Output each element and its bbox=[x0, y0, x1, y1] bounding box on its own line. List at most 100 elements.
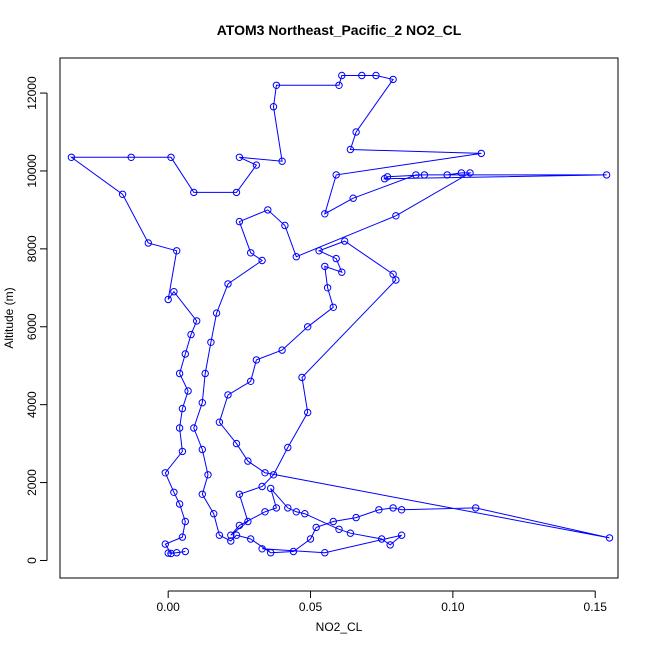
data-point bbox=[443, 171, 451, 179]
data-point bbox=[235, 521, 244, 530]
data-point bbox=[247, 249, 255, 257]
data-point bbox=[204, 471, 212, 479]
data-point bbox=[161, 469, 170, 477]
data-point bbox=[315, 247, 323, 255]
data-point bbox=[332, 254, 340, 263]
data-point bbox=[338, 268, 346, 276]
data-point bbox=[178, 404, 187, 413]
data-point bbox=[341, 237, 349, 245]
data-point bbox=[224, 391, 232, 399]
data-point bbox=[335, 525, 343, 533]
data-point bbox=[235, 490, 244, 498]
data-point bbox=[252, 356, 261, 364]
data-point bbox=[235, 153, 244, 162]
y-tick-label: 6000 bbox=[25, 313, 39, 340]
data-point bbox=[272, 81, 281, 90]
data-point bbox=[346, 145, 355, 154]
data-point bbox=[392, 212, 400, 220]
data-point bbox=[232, 439, 241, 448]
data-point bbox=[232, 188, 241, 197]
data-point bbox=[127, 153, 135, 162]
data-point bbox=[321, 262, 329, 271]
x-tick-label: 0.05 bbox=[299, 600, 323, 614]
plot-frame bbox=[59, 57, 619, 579]
data-point bbox=[173, 247, 181, 255]
data-point bbox=[247, 535, 255, 543]
data-point bbox=[289, 547, 298, 556]
data-point bbox=[472, 504, 480, 512]
series-layer bbox=[67, 71, 614, 558]
data-point bbox=[272, 504, 281, 512]
data-point bbox=[338, 71, 346, 80]
data-point bbox=[215, 418, 224, 426]
data-point bbox=[224, 280, 232, 288]
y-tick-label: 12000 bbox=[25, 76, 39, 110]
data-point bbox=[278, 157, 286, 165]
data-point bbox=[466, 169, 474, 177]
chart-title: ATOM3 Northeast_Pacific_2 NO2_CL bbox=[217, 22, 462, 38]
data-point bbox=[198, 490, 207, 498]
x-axis-label: NO2_CL bbox=[316, 620, 363, 634]
data-point bbox=[389, 75, 397, 84]
data-point bbox=[284, 443, 292, 452]
data-point bbox=[389, 504, 397, 512]
data-point bbox=[358, 71, 366, 80]
data-point bbox=[178, 447, 187, 456]
data-point bbox=[332, 171, 340, 179]
data-point bbox=[235, 217, 244, 226]
data-point bbox=[267, 549, 275, 557]
data-point bbox=[215, 531, 224, 539]
data-point bbox=[281, 221, 289, 230]
data-point bbox=[181, 547, 190, 556]
data-point bbox=[207, 338, 215, 346]
data-point bbox=[198, 445, 207, 454]
data-point bbox=[144, 239, 153, 247]
data-point bbox=[397, 506, 406, 514]
x-axis: 0.00 0.05 0.10 0.15 bbox=[157, 590, 607, 614]
data-point bbox=[278, 346, 286, 354]
data-point bbox=[389, 270, 397, 278]
data-point bbox=[261, 508, 269, 516]
data-point bbox=[184, 387, 192, 395]
data-point bbox=[170, 288, 178, 296]
data-point bbox=[269, 103, 278, 111]
data-point bbox=[378, 535, 386, 543]
data-point bbox=[198, 399, 207, 407]
x-tick-label: 0.10 bbox=[441, 600, 465, 614]
y-tick-label: 10000 bbox=[25, 154, 39, 188]
data-point bbox=[301, 510, 309, 518]
data-point bbox=[321, 549, 329, 557]
data-point bbox=[264, 206, 272, 214]
data-point bbox=[298, 373, 306, 382]
data-point bbox=[190, 188, 198, 197]
data-point bbox=[181, 517, 190, 526]
data-point bbox=[335, 81, 343, 90]
data-point bbox=[267, 484, 275, 493]
data-point bbox=[178, 533, 187, 541]
data-point bbox=[306, 535, 315, 543]
data-point bbox=[212, 309, 221, 317]
data-point bbox=[232, 531, 241, 539]
data-point bbox=[227, 537, 235, 545]
data-point bbox=[175, 500, 184, 508]
data-point bbox=[261, 469, 269, 477]
data-point bbox=[118, 190, 127, 199]
data-point bbox=[323, 284, 332, 292]
data-point bbox=[321, 210, 329, 218]
data-point bbox=[67, 153, 76, 162]
data-point bbox=[227, 531, 235, 539]
data-point bbox=[284, 504, 292, 512]
data-point bbox=[397, 531, 406, 539]
data-point bbox=[258, 482, 266, 491]
data-point bbox=[164, 549, 172, 557]
series-line bbox=[69, 75, 610, 555]
data-point bbox=[420, 171, 429, 179]
y-tick-label: 4000 bbox=[25, 391, 39, 418]
data-point bbox=[258, 545, 266, 553]
data-point bbox=[247, 377, 255, 385]
data-point bbox=[605, 534, 614, 542]
data-point bbox=[258, 256, 266, 265]
data-point bbox=[312, 523, 320, 532]
